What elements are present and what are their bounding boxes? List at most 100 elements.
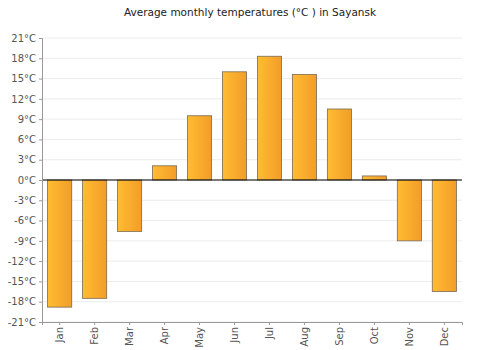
y-tick: 0°C bbox=[18, 175, 42, 186]
y-tick-mark bbox=[39, 38, 42, 39]
x-tick: Apr bbox=[159, 322, 170, 344]
y-tick-mark bbox=[39, 160, 42, 161]
y-tick: 9°C bbox=[18, 114, 42, 125]
y-tick-label: -3°C bbox=[14, 195, 36, 206]
bars bbox=[48, 56, 457, 307]
x-tick-label: Aug bbox=[299, 327, 310, 347]
y-tick: 6°C bbox=[18, 134, 42, 145]
y-tick-mark bbox=[39, 281, 42, 282]
y-tick-mark bbox=[39, 180, 42, 181]
x-tick-label: Jan bbox=[54, 327, 65, 343]
y-tick: 3°C bbox=[18, 154, 42, 165]
y-tick-label: -9°C bbox=[14, 236, 36, 247]
y-tick: -18°C bbox=[8, 296, 42, 307]
x-tick-mark bbox=[374, 322, 375, 325]
x-tick-mark bbox=[269, 322, 270, 325]
x-tick-label: Mar bbox=[124, 326, 135, 346]
chart: Average monthly temperatures (°C ) in Sa… bbox=[0, 0, 500, 350]
grid-line bbox=[42, 98, 462, 99]
bar bbox=[292, 75, 316, 180]
grid-line bbox=[42, 78, 462, 79]
grid-line bbox=[42, 180, 462, 181]
y-tick-label: 15°C bbox=[11, 73, 36, 84]
y-tick: 18°C bbox=[11, 53, 42, 64]
x-tick-label: Dec bbox=[439, 327, 450, 346]
x-tick: Mar bbox=[124, 322, 135, 346]
x-tick-mark bbox=[234, 322, 235, 325]
bar bbox=[257, 56, 281, 180]
y-tick-mark bbox=[39, 322, 42, 323]
x-tick-mark bbox=[409, 322, 410, 325]
x-tick: Aug bbox=[299, 322, 310, 347]
x-tick-label: Feb bbox=[89, 327, 100, 345]
x-tick-mark bbox=[94, 322, 95, 325]
y-tick-label: 21°C bbox=[11, 33, 36, 44]
y-tick-label: 0°C bbox=[18, 175, 36, 186]
y-tick: -6°C bbox=[14, 215, 42, 226]
x-tick: May bbox=[194, 322, 205, 348]
bar bbox=[397, 180, 421, 241]
y-tick-label: 6°C bbox=[18, 134, 36, 145]
y-tick-label: -6°C bbox=[14, 215, 36, 226]
y-tick: 15°C bbox=[11, 73, 42, 84]
x-tick-label: Jun bbox=[229, 327, 240, 344]
x-tick-mark bbox=[164, 322, 165, 325]
y-tick: -12°C bbox=[8, 256, 42, 267]
y-tick: 21°C bbox=[11, 33, 42, 44]
bar bbox=[153, 166, 177, 180]
x-tick-label: Oct bbox=[369, 327, 380, 344]
bar bbox=[222, 72, 246, 180]
y-tick-label: -15°C bbox=[8, 276, 36, 287]
bar bbox=[118, 180, 142, 231]
y-tick-label: -21°C bbox=[8, 317, 36, 328]
x-tick-label: May bbox=[194, 327, 205, 348]
grid bbox=[42, 38, 462, 322]
y-tick-mark bbox=[39, 139, 42, 140]
y-tick-label: 18°C bbox=[11, 53, 36, 64]
y-tick-label: -12°C bbox=[8, 256, 36, 267]
bar bbox=[362, 176, 386, 180]
y-axis: -21°C -18°C -15°C -12°C -9°C -6°C -3°C 0°C 3°C 6°… bbox=[8, 33, 43, 328]
y-tick-mark bbox=[39, 99, 42, 100]
y-tick-label: 9°C bbox=[18, 114, 36, 125]
bar bbox=[48, 180, 72, 307]
y-tick: -9°C bbox=[14, 236, 42, 247]
bar bbox=[187, 116, 211, 180]
bar bbox=[83, 180, 107, 298]
x-tick-mark bbox=[59, 322, 60, 325]
x-tick: Nov bbox=[404, 322, 415, 347]
x-tick-mark bbox=[199, 322, 200, 325]
zero-line bbox=[42, 180, 462, 181]
y-tick: -21°C bbox=[8, 317, 42, 328]
x-tick-mark bbox=[129, 322, 130, 325]
x-tick-label: Jul bbox=[264, 327, 275, 340]
grid-line bbox=[42, 159, 462, 160]
y-tick-mark bbox=[39, 79, 42, 80]
x-tick: Oct bbox=[369, 322, 380, 344]
y-tick-mark bbox=[39, 221, 42, 222]
y-tick-mark bbox=[39, 119, 42, 120]
x-tick-mark bbox=[339, 322, 340, 325]
bar bbox=[432, 180, 456, 292]
x-tick: Jul bbox=[264, 322, 275, 340]
y-tick: -3°C bbox=[14, 195, 42, 206]
y-tick-label: 3°C bbox=[18, 154, 36, 165]
x-axis-line bbox=[43, 323, 463, 326]
x-tick: Sep bbox=[334, 322, 345, 346]
y-tick-mark bbox=[39, 241, 42, 242]
chart-title: Average monthly temperatures (°C ) in Sa… bbox=[124, 6, 377, 18]
y-tick-mark bbox=[39, 58, 42, 59]
grid-line bbox=[42, 58, 462, 59]
grid-line bbox=[42, 139, 462, 140]
grid-line bbox=[42, 301, 462, 302]
grid-line bbox=[42, 119, 462, 120]
y-tick-mark bbox=[39, 302, 42, 303]
x-tick-label: Apr bbox=[159, 326, 170, 344]
y-tick-label: -18°C bbox=[8, 296, 36, 307]
y-tick: -15°C bbox=[8, 276, 42, 287]
x-tick-label: Sep bbox=[334, 327, 345, 346]
y-tick: 12°C bbox=[11, 94, 42, 105]
y-tick-mark bbox=[39, 200, 42, 201]
x-tick-mark bbox=[444, 322, 445, 325]
x-axis: Jan Feb Mar Apr May Jun Jul Aug Sep Oct Nov Dec bbox=[43, 322, 463, 348]
